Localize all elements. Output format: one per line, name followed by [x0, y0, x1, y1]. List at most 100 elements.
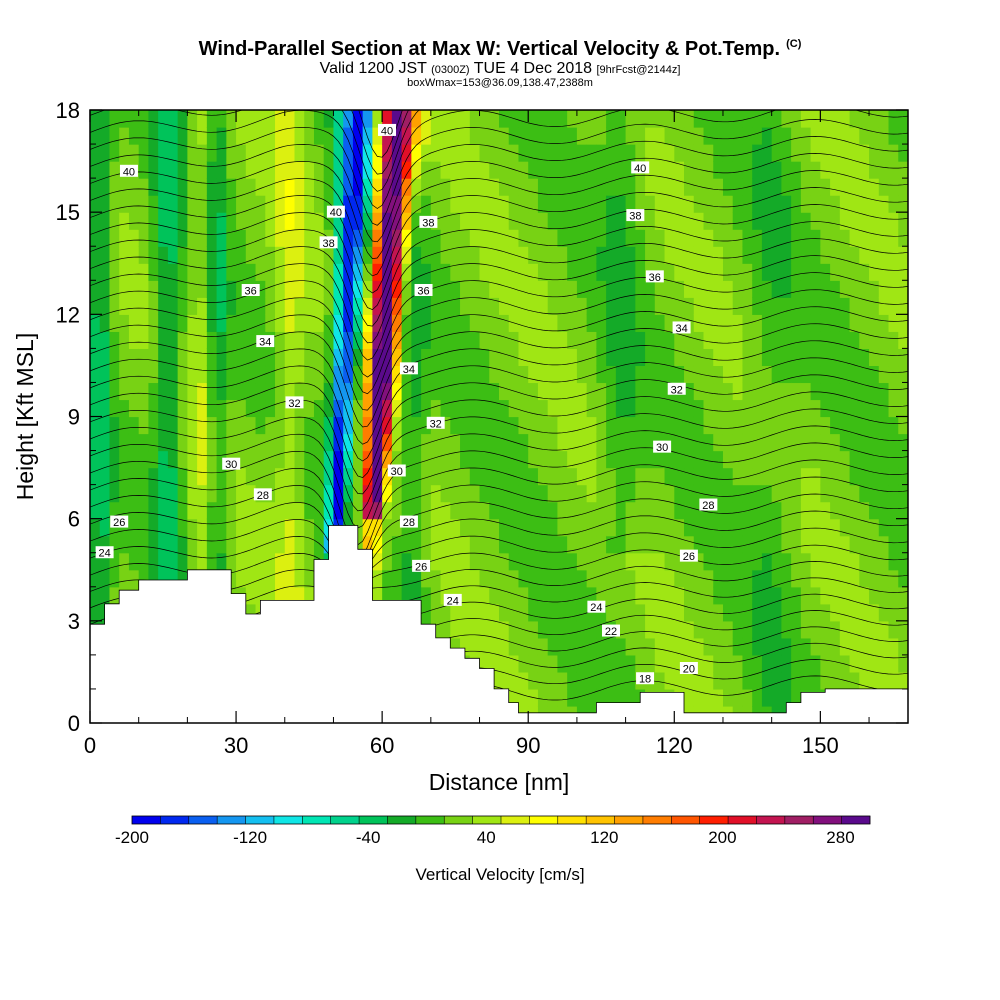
velocity-cell — [791, 552, 802, 571]
contour-label: 26 — [110, 515, 129, 529]
velocity-cell — [557, 603, 568, 622]
velocity-cell — [635, 382, 646, 401]
velocity-cell — [236, 535, 247, 554]
velocity-cell — [635, 365, 646, 384]
velocity-cell — [138, 229, 150, 247]
velocity-cell — [109, 195, 120, 213]
velocity-cell — [859, 603, 870, 622]
velocity-cell — [518, 467, 529, 486]
velocity-cell — [888, 535, 899, 554]
velocity-cell — [635, 467, 646, 486]
velocity-cell — [615, 671, 627, 690]
velocity-cell — [664, 314, 675, 332]
velocity-cell — [99, 229, 111, 247]
velocity-cell — [771, 467, 783, 486]
velocity-cell — [158, 110, 169, 128]
contour-label: 28 — [699, 498, 718, 512]
velocity-cell — [304, 467, 315, 486]
velocity-cell — [684, 195, 695, 213]
velocity-cell — [625, 518, 636, 537]
velocity-cell — [596, 195, 607, 213]
y-tick-label: 15 — [56, 200, 80, 225]
velocity-cell — [713, 416, 724, 435]
velocity-cell — [119, 195, 130, 213]
velocity-cell — [635, 297, 646, 315]
velocity-cell — [382, 144, 393, 162]
velocity-cell — [313, 212, 325, 230]
velocity-cell — [148, 484, 159, 503]
velocity-cell — [90, 365, 101, 384]
velocity-cell — [859, 382, 870, 401]
velocity-cell — [869, 620, 880, 639]
velocity-cell — [557, 620, 568, 639]
velocity-cell — [859, 637, 870, 656]
velocity-cell — [684, 280, 695, 298]
velocity-cell — [284, 484, 296, 503]
velocity-cell — [898, 603, 908, 622]
theta-contour-line — [90, 119, 908, 226]
velocity-cell — [499, 365, 510, 384]
velocity-cell — [255, 263, 266, 281]
velocity-cell — [722, 671, 734, 690]
velocity-cell — [654, 416, 666, 435]
velocity-cell — [226, 144, 237, 162]
velocity-cell — [635, 603, 646, 622]
velocity-cell — [586, 671, 597, 690]
velocity-cell — [187, 518, 198, 537]
velocity-cell — [849, 246, 860, 264]
velocity-cell — [557, 501, 568, 520]
velocity-cell — [635, 399, 646, 418]
velocity-cell — [625, 637, 636, 656]
velocity-cell — [830, 671, 841, 690]
velocity-cell — [761, 501, 773, 520]
velocity-cell — [567, 654, 578, 673]
velocity-cell — [284, 246, 296, 264]
velocity-cell — [460, 586, 471, 605]
velocity-cell — [148, 348, 159, 367]
theta-contour-line — [90, 289, 908, 395]
velocity-cell — [119, 127, 130, 145]
contour-label-text: 18 — [639, 674, 651, 686]
velocity-cell — [615, 467, 627, 486]
velocity-cell — [304, 365, 315, 384]
velocity-cell — [839, 586, 851, 605]
velocity-cell — [362, 127, 374, 145]
velocity-cell — [820, 263, 831, 281]
velocity-cell — [664, 110, 675, 128]
velocity-cell — [294, 518, 305, 537]
velocity-cell — [859, 671, 870, 690]
velocity-cell — [294, 331, 305, 349]
velocity-cell — [245, 450, 257, 469]
velocity-cell — [275, 127, 286, 145]
velocity-cell — [810, 535, 821, 554]
velocity-cell — [820, 195, 831, 213]
velocity-cell — [849, 127, 860, 145]
velocity-cell — [323, 161, 335, 179]
velocity-cell — [761, 110, 773, 128]
velocity-cell — [810, 297, 821, 315]
velocity-cell — [216, 178, 227, 196]
velocity-cell — [528, 178, 539, 196]
velocity-cell — [362, 484, 374, 503]
velocity-cell — [313, 382, 325, 401]
velocity-cell — [791, 416, 802, 435]
velocity-cell — [888, 399, 899, 418]
velocity-cell — [138, 569, 150, 588]
velocity-cell — [576, 280, 588, 298]
x-tick-label: 150 — [802, 733, 839, 758]
velocity-cell — [781, 348, 792, 367]
velocity-cell — [528, 229, 539, 247]
velocity-cell — [810, 348, 821, 367]
velocity-cell — [489, 314, 500, 332]
velocity-cell — [197, 161, 208, 179]
velocity-cell — [382, 569, 393, 588]
velocity-cell — [343, 382, 354, 401]
velocity-cell — [206, 144, 218, 162]
velocity-cell — [800, 671, 812, 690]
velocity-cell — [664, 569, 675, 588]
velocity-cell — [888, 331, 899, 349]
velocity-cell — [333, 110, 344, 128]
colorbar-label: Vertical Velocity [cm/s] — [415, 865, 584, 884]
velocity-cell — [450, 501, 461, 520]
